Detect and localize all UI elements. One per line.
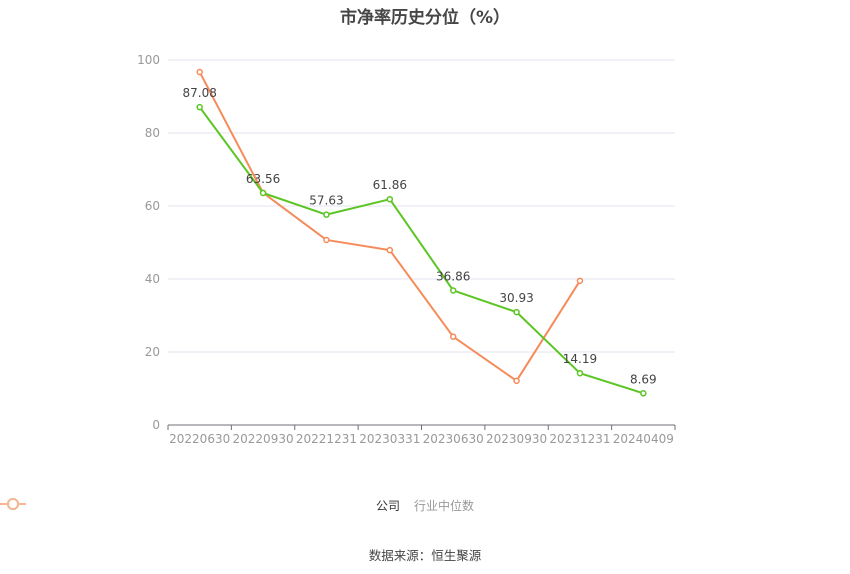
y-tick-label: 80 xyxy=(145,126,160,140)
y-tick-label: 60 xyxy=(145,199,160,213)
x-tick-label: 20231231 xyxy=(549,432,610,446)
x-tick-label: 20230930 xyxy=(486,432,547,446)
data-source-note: 数据来源：恒生聚源 xyxy=(368,548,482,563)
y-tick-label: 40 xyxy=(145,272,160,286)
y-tick-label: 0 xyxy=(152,418,160,432)
data-point[interactable] xyxy=(259,189,267,197)
x-tick-label: 20240409 xyxy=(613,432,674,446)
data-point[interactable] xyxy=(323,211,330,218)
series-line xyxy=(198,106,644,395)
y-tick-label: 100 xyxy=(137,53,160,67)
legend-label-industry: 行业中位数 xyxy=(414,499,475,513)
x-tick-label: 20220630 xyxy=(169,432,230,446)
x-tick-label: 20230630 xyxy=(423,432,484,446)
x-tick-label: 20220930 xyxy=(233,432,294,446)
data-label: 63.56 xyxy=(246,172,280,186)
data-point[interactable] xyxy=(513,308,520,316)
data-point[interactable] xyxy=(196,68,203,76)
data-point[interactable] xyxy=(640,390,647,397)
data-point[interactable] xyxy=(449,287,457,294)
data-point[interactable] xyxy=(576,277,584,285)
industry-line-marker-icon xyxy=(0,498,26,510)
data-label: 30.93 xyxy=(499,291,533,305)
series-line xyxy=(198,71,581,382)
x-tick-label: 20230331 xyxy=(359,432,420,446)
data-point[interactable] xyxy=(449,333,457,340)
legend-item-industry[interactable]: 行业中位数 xyxy=(0,497,475,514)
y-tick-label: 20 xyxy=(145,345,160,359)
data-point[interactable] xyxy=(386,246,394,254)
data-label: 36.86 xyxy=(436,269,470,283)
data-point[interactable] xyxy=(196,103,203,111)
x-tick-label: 20221231 xyxy=(296,432,357,446)
data-label: 61.86 xyxy=(373,178,407,192)
data-label: 57.63 xyxy=(309,194,343,208)
data-label: 8.69 xyxy=(630,372,657,386)
chart-title: 市净率历史分位（%） xyxy=(339,8,511,28)
data-point[interactable] xyxy=(513,377,520,385)
data-point[interactable] xyxy=(323,236,330,244)
data-label: 14.19 xyxy=(563,352,597,366)
chart-legend: 公司 行业中位数 xyxy=(0,497,850,514)
legend-item-company[interactable]: 公司 xyxy=(0,497,400,514)
data-point[interactable] xyxy=(576,369,584,377)
legend-label-company: 公司 xyxy=(375,499,400,513)
data-label: 87.08 xyxy=(183,86,217,100)
data-point[interactable] xyxy=(386,195,394,203)
